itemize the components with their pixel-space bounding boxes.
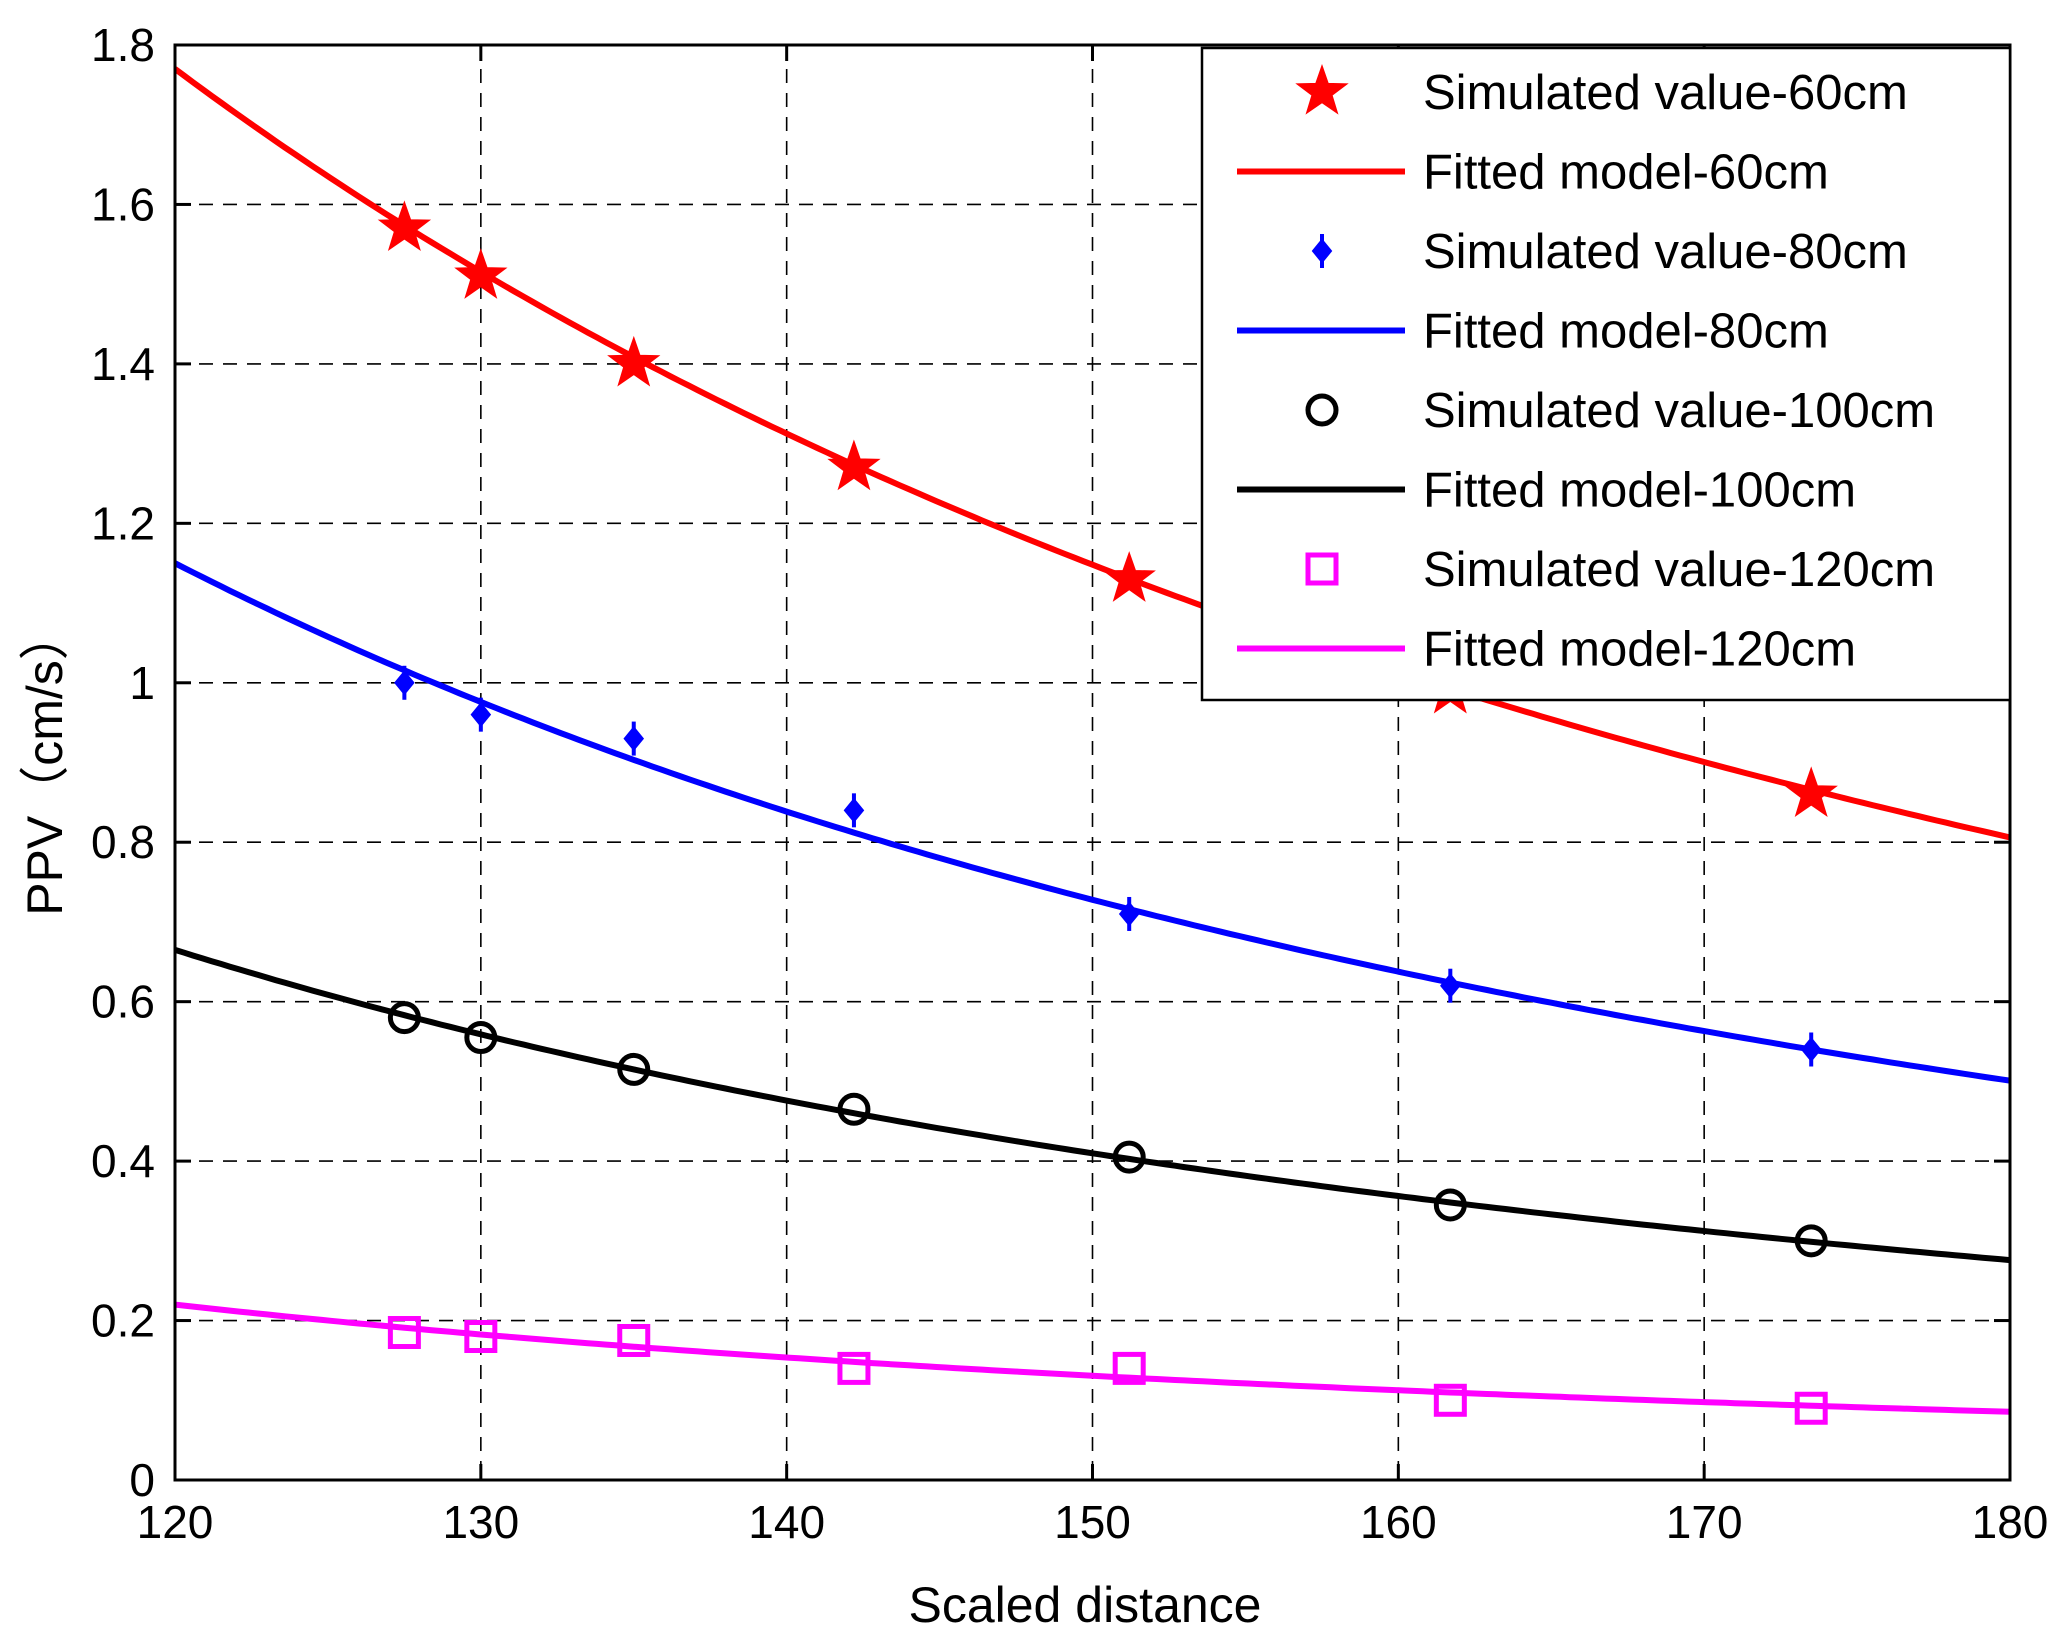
legend-entry: Simulated value-100cm (1305, 384, 1935, 438)
x-tick-label: 150 (1054, 1496, 1131, 1548)
legend-entry: Simulated value-80cm (1311, 225, 1908, 279)
data-point-diamond (623, 721, 645, 756)
legend-box (1200, 46, 2012, 702)
x-tick-label: 170 (1666, 1496, 1743, 1548)
data-point-diamond (1118, 896, 1140, 931)
data-point-square (1433, 1383, 1467, 1417)
legend-entry: Fitted model-120cm (1237, 623, 1856, 677)
legend-entry: Fitted model-100cm (1237, 464, 1856, 518)
data-point-square (837, 1351, 871, 1385)
data-point-circle (1112, 1140, 1146, 1174)
data-point-square (464, 1320, 498, 1353)
x-tick-label: 130 (442, 1496, 519, 1548)
legend-label: Simulated value-120cm (1423, 543, 1935, 597)
data-point-diamond (843, 793, 865, 828)
data-point-star (827, 439, 881, 491)
legend-label: Simulated value-60cm (1423, 66, 1908, 120)
data-point-star (1102, 551, 1156, 602)
data-point-star (607, 335, 661, 387)
data-point-diamond (470, 697, 492, 732)
fitted-curve-7 (175, 1301, 2010, 1415)
data-point-star (377, 200, 432, 252)
y-tick-label: 1.6 (91, 178, 155, 230)
y-tick-label: 1.8 (91, 19, 155, 71)
x-tick-label: 120 (137, 1496, 214, 1548)
legend-entry: Fitted model-60cm (1237, 146, 1829, 200)
x-tick-label: 160 (1360, 1496, 1437, 1548)
grid-lines (175, 45, 2010, 1480)
y-tick-label: 1 (129, 657, 155, 709)
y-tick-label: 0.6 (91, 976, 155, 1028)
x-tick-label: 180 (1972, 1496, 2049, 1548)
y-tick-label: 1.4 (91, 338, 155, 390)
data-point-square (1112, 1351, 1146, 1385)
data-point-circle (1794, 1224, 1828, 1258)
y-tick-label: 0 (129, 1454, 155, 1506)
legend-entry: Simulated value-120cm (1305, 543, 1935, 597)
legend: Simulated value-60cm Fitted model-60cm Sim… (1200, 46, 2012, 702)
legend-entry: Simulated value-60cm (1295, 63, 1908, 120)
data-point-star (1784, 766, 1838, 818)
data-point-diamond (1440, 968, 1461, 1003)
data-point-star (454, 248, 508, 299)
data-point-square (387, 1316, 421, 1350)
legend-label: Fitted model-80cm (1423, 305, 1829, 359)
legend-marker-diamond (1311, 234, 1333, 268)
fitted-curve-5 (175, 946, 2010, 1264)
data-point-circle (387, 1001, 421, 1035)
data-point-diamond (1800, 1032, 1822, 1067)
y-tick-label: 0.2 (91, 1295, 155, 1347)
y-tick-label: 0.4 (91, 1135, 155, 1187)
legend-entry: Fitted model-80cm (1237, 305, 1829, 359)
data-point-diamond (394, 665, 415, 700)
y-tick-label: 1.2 (91, 497, 155, 549)
y-tick-label: 0.8 (91, 816, 155, 868)
tick-labels: 120 130 140 150 160 170 180 0 0.2 0.4 0.6 0.8 1 1.2 1.… (91, 19, 2048, 1548)
data-point-square (617, 1323, 651, 1357)
data-point-circle (617, 1052, 651, 1086)
legend-marker-circle (1305, 393, 1339, 427)
x-axis-title: Scaled distance (908, 1577, 1261, 1633)
x-tick-label: 140 (748, 1496, 825, 1548)
data-point-square (1794, 1391, 1828, 1425)
data-point-circle (837, 1092, 871, 1126)
legend-label: Fitted model-100cm (1423, 464, 1856, 518)
legend-label: Fitted model-60cm (1423, 146, 1829, 200)
data-point-circle (464, 1021, 498, 1055)
legend-label: Fitted model-120cm (1423, 623, 1856, 677)
legend-marker-square (1305, 552, 1339, 586)
legend-label: Simulated value-80cm (1423, 225, 1908, 279)
legend-label: Simulated value-100cm (1423, 384, 1935, 438)
y-axis-title: PPV（cm/s） (17, 610, 73, 916)
data-point-circle (1433, 1188, 1467, 1222)
legend-marker-star (1295, 63, 1349, 115)
